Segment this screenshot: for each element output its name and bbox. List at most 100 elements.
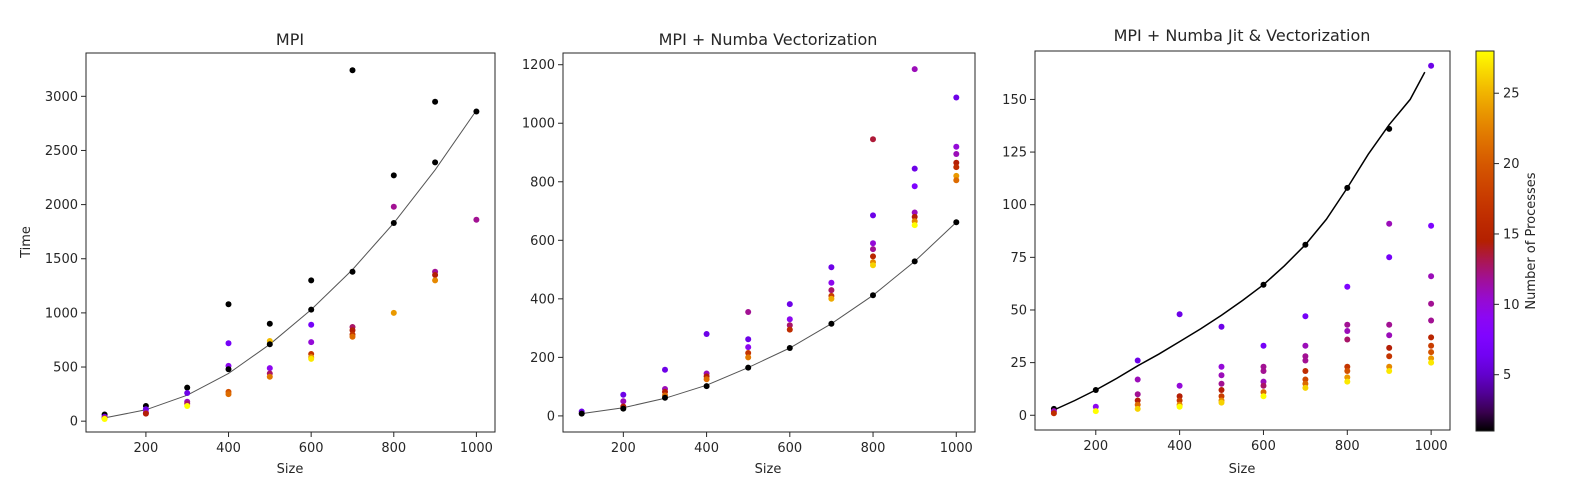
- data-point: [578, 410, 585, 417]
- colorbar-tick-label: 15: [1503, 227, 1520, 242]
- x-tick-label: 400: [1167, 439, 1192, 454]
- x-tick-label: 400: [694, 441, 719, 456]
- colorbar-ticks: 5 10 15 20 25: [1494, 87, 1520, 383]
- data-point: [308, 355, 315, 362]
- data-point: [703, 383, 710, 390]
- colorbar-tick-label: 25: [1503, 87, 1520, 102]
- x-tick-label: 200: [133, 441, 158, 456]
- data-point: [432, 277, 439, 284]
- data-point: [953, 94, 960, 101]
- axes-frame: [562, 52, 976, 433]
- y-tick-label: 100: [1002, 198, 1027, 213]
- data-point: [142, 410, 149, 417]
- data-point: [1176, 397, 1183, 404]
- data-point: [870, 240, 876, 247]
- data-point: [1260, 382, 1267, 389]
- data-point: [1428, 62, 1435, 69]
- data-point: [786, 326, 793, 333]
- data-point: [308, 277, 315, 284]
- y-tick-label: 0: [70, 415, 78, 430]
- plot-area-2: 200 400 600 800 1000 0 200 400 600 800 1000 1200: [522, 52, 976, 456]
- axes-frame: [85, 52, 496, 433]
- x-tick-label: 1000: [940, 441, 973, 456]
- y-axis-label: Time: [19, 226, 34, 259]
- chart-mpi-numba-jit-vectorization: MPI + Numba Jit & Vectorization Size: [1114, 26, 1371, 477]
- data-point: [1302, 353, 1309, 360]
- y-tick-label: 125: [1002, 146, 1027, 161]
- x-tick-label: 1000: [460, 441, 493, 456]
- data-point: [1302, 368, 1309, 374]
- data-point: [953, 143, 960, 150]
- data-point: [1134, 391, 1141, 398]
- y-tick-label: 0: [547, 409, 555, 424]
- colorbar-gradient: [1475, 50, 1495, 432]
- data-point: [828, 320, 835, 327]
- data-point: [432, 159, 439, 166]
- data-point: [266, 365, 273, 372]
- data-point: [1176, 382, 1183, 389]
- data-point: [662, 394, 668, 401]
- data-point: [1428, 222, 1435, 229]
- data-point: [1428, 317, 1435, 324]
- colorbar: Number of Processes: [1475, 50, 1539, 432]
- data-point: [911, 66, 918, 73]
- x-tick-label: 800: [1335, 439, 1360, 454]
- data-point: [1092, 387, 1099, 393]
- data-point: [1428, 355, 1435, 362]
- data-point: [308, 306, 315, 313]
- x-axis-label: Size: [1229, 462, 1256, 477]
- data-point: [745, 336, 752, 343]
- data-point: [828, 279, 835, 286]
- data-point: [1134, 357, 1141, 364]
- data-point: [1050, 410, 1057, 417]
- data-point: [870, 292, 876, 299]
- y-tick-label: 1000: [522, 117, 555, 132]
- data-point: [432, 272, 439, 278]
- data-point: [786, 316, 793, 323]
- data-point: [1302, 241, 1309, 248]
- data-point: [432, 98, 439, 105]
- data-point: [1134, 401, 1141, 408]
- y-tick-label: 3000: [45, 90, 78, 105]
- x-tick-label: 600: [1251, 439, 1276, 454]
- data-point: [390, 203, 397, 210]
- chart-title: MPI + Numba Jit & Vectorization: [1114, 26, 1371, 45]
- y-tick-label: 800: [530, 175, 555, 190]
- data-point: [1344, 368, 1351, 374]
- data-point: [1260, 342, 1267, 349]
- data-point: [953, 219, 960, 226]
- data-point: [1428, 334, 1435, 341]
- y-tick-label: 25: [1010, 356, 1027, 371]
- colorbar-label: Number of Processes: [1524, 172, 1539, 309]
- data-point: [828, 264, 835, 271]
- y-tick-label: 50: [1010, 303, 1027, 318]
- y-tick-label: 1200: [522, 58, 555, 73]
- data-point: [349, 327, 356, 334]
- data-point: [620, 391, 627, 398]
- data-point: [1218, 393, 1225, 400]
- x-axis-label: Size: [277, 462, 304, 477]
- data-point: [745, 344, 752, 351]
- fit-curve: [1053, 71, 1426, 411]
- data-point: [1386, 363, 1393, 370]
- data-point: [390, 220, 397, 226]
- data-point: [953, 172, 960, 179]
- chart-mpi: MPI Size Time: [19, 30, 304, 477]
- data-point: [1218, 372, 1225, 379]
- data-point: [225, 340, 232, 347]
- axes-frame: [1034, 50, 1451, 431]
- y-tick-label: 600: [530, 234, 555, 249]
- data-point: [473, 216, 480, 223]
- data-point: [1386, 344, 1393, 351]
- data-point: [1092, 408, 1099, 415]
- colorbar-tick-label: 20: [1503, 157, 1520, 172]
- x-tick-label: 200: [611, 441, 636, 456]
- data-point: [1218, 323, 1225, 330]
- data-point: [1428, 349, 1435, 356]
- data-point: [1134, 376, 1141, 383]
- data-point: [1176, 393, 1183, 400]
- x-tick-label: 800: [381, 441, 406, 456]
- data-point: [1176, 311, 1183, 318]
- data-point: [1218, 380, 1225, 387]
